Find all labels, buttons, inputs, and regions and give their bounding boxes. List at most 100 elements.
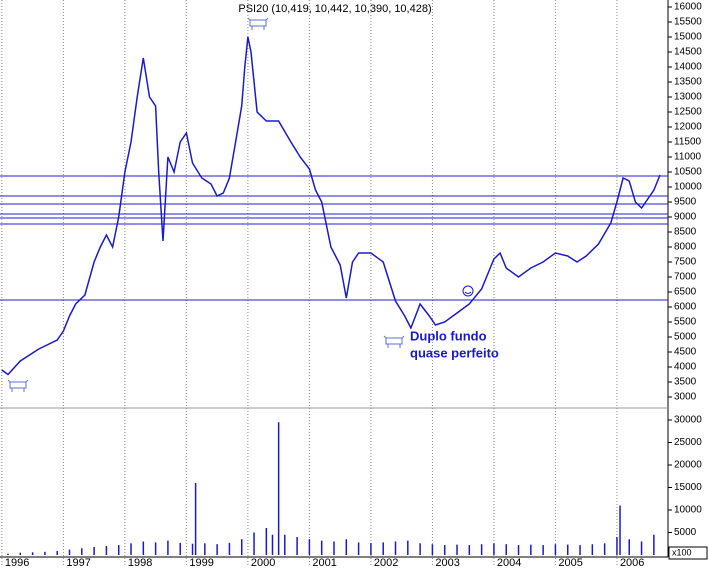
- volume-bar: [579, 545, 581, 555]
- y-tick-label: 25000: [674, 437, 702, 448]
- y-tick-label: 4000: [674, 362, 697, 373]
- volume-bar: [505, 544, 507, 555]
- volume-bar: [19, 552, 22, 555]
- volume-bar: [382, 542, 384, 555]
- volume-bar: [105, 546, 108, 555]
- volume-bar: [93, 546, 95, 555]
- y-tick-label: 5500: [674, 317, 697, 328]
- volume-bar: [554, 544, 557, 555]
- volume-bar: [167, 540, 169, 555]
- volume-bar: [619, 505, 621, 555]
- unit-box: [668, 546, 708, 560]
- y-tick-label: 7500: [674, 257, 697, 268]
- volume-bar: [240, 539, 243, 555]
- volume-bar: [628, 539, 630, 555]
- volume-bar: [253, 532, 255, 555]
- x-tick-label: 2006: [620, 557, 644, 569]
- volume-bar: [7, 553, 9, 555]
- x-tick-label: 1996: [5, 557, 29, 569]
- y-tick-label: 4500: [674, 347, 697, 358]
- y-tick-label: 5000: [674, 527, 697, 538]
- volume-bar: [44, 551, 46, 555]
- volume-bar: [320, 540, 323, 555]
- x-tick-label: 1999: [189, 557, 213, 569]
- y-tick-label: 20000: [674, 460, 702, 471]
- volume-bar: [31, 552, 34, 555]
- volume-bar: [333, 541, 335, 555]
- volume-bar: [284, 534, 286, 555]
- y-tick-label: 11000: [674, 152, 702, 163]
- x-tick-label: 2003: [435, 557, 459, 569]
- x-tick-label: 2002: [374, 557, 398, 569]
- volume-bar: [204, 543, 206, 555]
- y-tick-label: 6500: [674, 287, 697, 298]
- smiley-icon: [462, 285, 474, 297]
- volume-bar: [480, 544, 483, 555]
- volume-bar: [277, 422, 280, 555]
- volume-bar: [394, 541, 397, 555]
- volume-bar: [191, 543, 194, 555]
- y-tick-label: 15500: [674, 17, 702, 28]
- y-tick-label: 11500: [674, 137, 702, 148]
- y-tick-label: 16000: [674, 2, 702, 13]
- y-tick-label: 14000: [674, 62, 702, 73]
- volume-bar: [407, 540, 409, 555]
- y-tick-label: 3500: [674, 377, 697, 388]
- y-tick-label: 15000: [674, 482, 702, 493]
- y-tick-label: 6000: [674, 302, 697, 313]
- volume-bar: [493, 543, 495, 555]
- volume-bar: [81, 548, 83, 555]
- volume-bar: [431, 544, 434, 555]
- volume-bar: [603, 543, 606, 555]
- volume-bar: [456, 544, 458, 555]
- volume-bar: [117, 545, 120, 555]
- y-tick-label: 3000: [674, 392, 697, 403]
- volume-bar: [566, 544, 569, 555]
- y-tick-label: 13000: [674, 92, 702, 103]
- x-tick-label: 2001: [312, 557, 336, 569]
- volume-bar: [419, 543, 421, 555]
- volume-bar: [591, 544, 594, 555]
- volume-bar: [308, 539, 311, 555]
- volume-bar: [228, 542, 231, 555]
- y-tick-label: 10000: [674, 182, 702, 193]
- bull-icon: [7, 17, 405, 392]
- y-tick-label: 15000: [674, 32, 702, 43]
- y-tick-label: 5000: [674, 332, 697, 343]
- annotation: quase perfeito: [410, 345, 499, 360]
- price-line: [1, 36, 661, 376]
- volume-bar: [194, 483, 197, 555]
- volume-bar: [530, 544, 532, 555]
- volume-bar: [130, 543, 132, 555]
- volume-bar: [154, 542, 157, 555]
- x-tick-label: 1998: [128, 557, 152, 569]
- volume-bar: [542, 545, 544, 555]
- x-tick-label: 2005: [558, 557, 582, 569]
- volume-bar: [265, 528, 268, 555]
- volume-bar: [468, 545, 471, 555]
- y-tick-label: 30000: [674, 415, 702, 426]
- volume-bar: [616, 537, 618, 555]
- volume-bar: [357, 542, 360, 555]
- y-tick-label: 12500: [674, 107, 702, 118]
- volume-bar: [296, 537, 298, 555]
- x-tick-label: 1997: [66, 557, 90, 569]
- y-tick-label: 12000: [674, 122, 702, 133]
- volume-bar: [345, 539, 348, 555]
- unit-label: x100: [672, 547, 692, 557]
- y-tick-label: 8500: [674, 227, 697, 238]
- volume-bar: [640, 541, 643, 555]
- volume-bar: [517, 545, 520, 555]
- volume-bar: [142, 541, 145, 555]
- volume-bar: [179, 542, 181, 555]
- volume-bar: [68, 549, 71, 555]
- volume-bar: [443, 545, 446, 555]
- chart-title: PSI20 (10,419, 10,442, 10,390, 10,428): [238, 3, 431, 15]
- y-tick-label: 8000: [674, 242, 697, 253]
- y-tick-label: 10000: [674, 505, 702, 516]
- y-tick-label: 7000: [674, 272, 697, 283]
- y-tick-label: 9500: [674, 197, 697, 208]
- volume-bar: [271, 534, 274, 555]
